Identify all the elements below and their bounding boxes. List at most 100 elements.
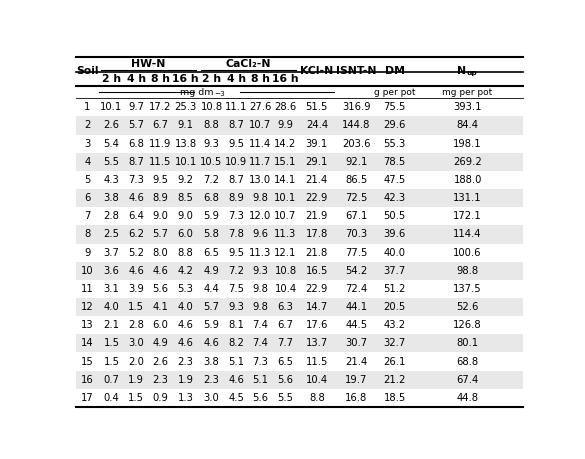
Text: 21.9: 21.9: [306, 211, 328, 221]
Text: 8 h: 8 h: [251, 74, 270, 84]
Text: 8.9: 8.9: [228, 193, 244, 203]
Text: 12.0: 12.0: [249, 211, 271, 221]
Text: 9.8: 9.8: [252, 284, 269, 294]
Text: 11.3: 11.3: [249, 247, 271, 257]
Text: 14: 14: [81, 338, 94, 348]
Text: 77.5: 77.5: [345, 247, 367, 257]
Text: 2.1: 2.1: [104, 320, 119, 330]
Text: up: up: [467, 70, 477, 76]
Text: 4.9: 4.9: [152, 338, 168, 348]
Bar: [76, 134, 524, 153]
Text: 126.8: 126.8: [453, 320, 482, 330]
Text: 1.5: 1.5: [104, 357, 119, 367]
Text: 2.5: 2.5: [104, 230, 119, 240]
Text: 9: 9: [84, 247, 91, 257]
Text: 21.2: 21.2: [384, 375, 406, 385]
Text: 4.6: 4.6: [228, 375, 244, 385]
Text: 7.3: 7.3: [252, 357, 269, 367]
Text: 11.9: 11.9: [149, 139, 171, 149]
Text: 5.1: 5.1: [252, 375, 269, 385]
Text: 17: 17: [81, 393, 94, 403]
Text: 92.1: 92.1: [345, 157, 367, 167]
Bar: [76, 98, 524, 117]
Text: 2 h: 2 h: [102, 74, 121, 84]
Bar: [76, 334, 524, 353]
Text: 5: 5: [84, 175, 91, 185]
Text: 3.8: 3.8: [204, 357, 219, 367]
Text: 11.5: 11.5: [306, 357, 328, 367]
Text: 4.1: 4.1: [152, 302, 168, 312]
Text: 10.8: 10.8: [201, 102, 222, 112]
Bar: [76, 153, 524, 171]
Text: 2.6: 2.6: [104, 120, 119, 130]
Text: 21.4: 21.4: [306, 175, 328, 185]
Text: 28.6: 28.6: [274, 102, 297, 112]
Text: 4.6: 4.6: [204, 338, 219, 348]
Text: 10.5: 10.5: [200, 157, 222, 167]
Text: 4.6: 4.6: [128, 193, 144, 203]
Text: 6.5: 6.5: [277, 357, 294, 367]
Text: 3.7: 3.7: [104, 247, 119, 257]
Text: ISNT-N: ISNT-N: [336, 66, 377, 76]
Text: 4 h: 4 h: [127, 74, 146, 84]
Text: 72.4: 72.4: [345, 284, 367, 294]
Text: 47.5: 47.5: [384, 175, 406, 185]
Text: 70.3: 70.3: [345, 230, 367, 240]
Text: 4.9: 4.9: [204, 266, 219, 276]
Text: 1.5: 1.5: [128, 393, 144, 403]
Text: 6.2: 6.2: [128, 230, 144, 240]
Text: 39.1: 39.1: [306, 139, 328, 149]
Text: 7.2: 7.2: [228, 266, 245, 276]
Text: 44.8: 44.8: [457, 393, 479, 403]
Text: 10.4: 10.4: [306, 375, 328, 385]
Text: 1.3: 1.3: [178, 393, 194, 403]
Text: 22.9: 22.9: [306, 284, 328, 294]
Text: 9.8: 9.8: [252, 193, 269, 203]
Text: 4.0: 4.0: [178, 302, 194, 312]
Bar: [76, 171, 524, 189]
Text: 84.4: 84.4: [457, 120, 479, 130]
Text: 44.1: 44.1: [345, 302, 367, 312]
Text: 51.5: 51.5: [306, 102, 328, 112]
Text: 5.9: 5.9: [204, 320, 219, 330]
Text: 7.5: 7.5: [228, 284, 245, 294]
Text: 10.7: 10.7: [249, 120, 271, 130]
Text: 10.1: 10.1: [174, 157, 197, 167]
Text: 11: 11: [81, 284, 94, 294]
Text: 67.1: 67.1: [345, 211, 367, 221]
Text: 80.1: 80.1: [456, 338, 479, 348]
Text: 2 h: 2 h: [202, 74, 221, 84]
Text: 10.1: 10.1: [101, 102, 123, 112]
Text: 3.8: 3.8: [104, 193, 119, 203]
Text: 198.1: 198.1: [453, 139, 482, 149]
Text: 9.5: 9.5: [228, 139, 245, 149]
Text: 131.1: 131.1: [453, 193, 482, 203]
Text: 4.3: 4.3: [104, 175, 119, 185]
Text: 5.8: 5.8: [204, 230, 219, 240]
Text: 8.5: 8.5: [178, 193, 194, 203]
Text: 9.9: 9.9: [277, 120, 294, 130]
Text: 29.1: 29.1: [306, 157, 328, 167]
Text: 26.1: 26.1: [384, 357, 406, 367]
Text: 269.2: 269.2: [453, 157, 482, 167]
Text: 5.5: 5.5: [104, 157, 119, 167]
Text: 12.1: 12.1: [274, 247, 297, 257]
Text: 172.1: 172.1: [453, 211, 482, 221]
Text: 5.2: 5.2: [128, 247, 144, 257]
Bar: [76, 56, 524, 98]
Text: 16.5: 16.5: [306, 266, 328, 276]
Text: 7.7: 7.7: [277, 338, 294, 348]
Text: 4.6: 4.6: [178, 338, 194, 348]
Text: 7.4: 7.4: [252, 320, 269, 330]
Text: 1.9: 1.9: [177, 375, 194, 385]
Text: 5.1: 5.1: [228, 357, 245, 367]
Text: 10.8: 10.8: [274, 266, 297, 276]
Text: 50.5: 50.5: [384, 211, 406, 221]
Text: 24.4: 24.4: [306, 120, 328, 130]
Text: 13: 13: [81, 320, 94, 330]
Text: 2.8: 2.8: [128, 320, 144, 330]
Text: 2: 2: [84, 120, 91, 130]
Text: 6: 6: [84, 193, 91, 203]
Text: 2.6: 2.6: [152, 357, 168, 367]
Text: 10.1: 10.1: [274, 193, 297, 203]
